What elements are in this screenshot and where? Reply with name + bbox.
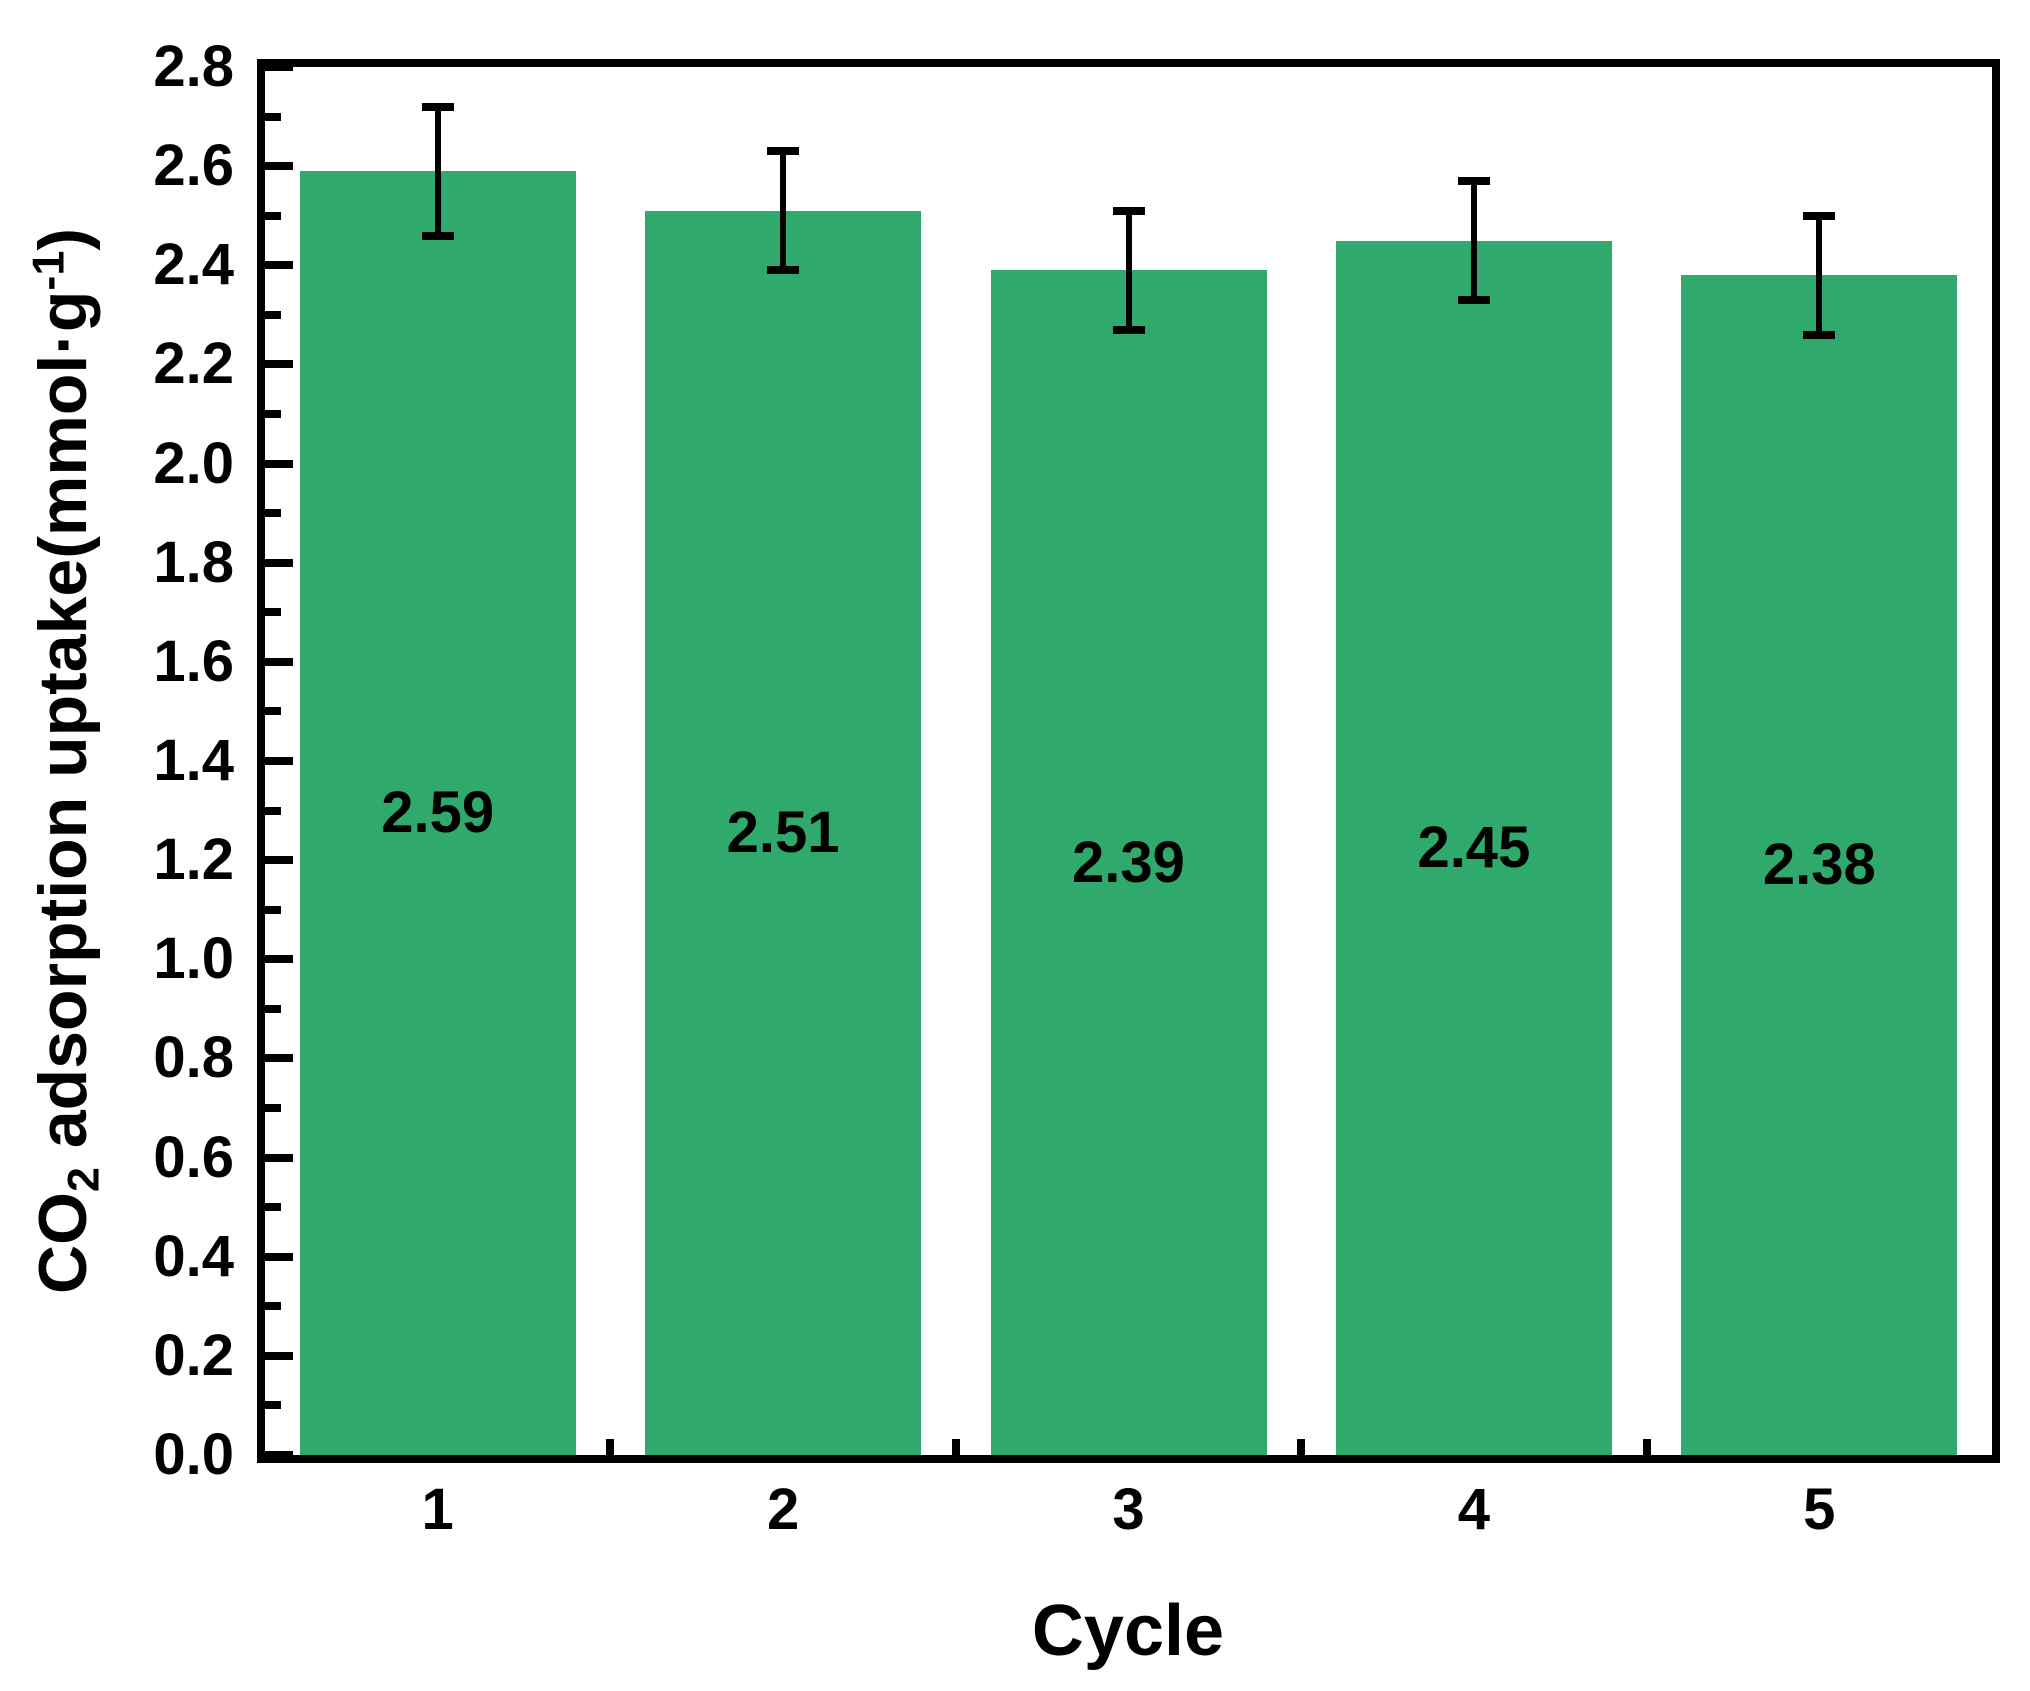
bar-value-label: 2.39	[1072, 829, 1185, 895]
y-tick-label: 0.0	[153, 1422, 234, 1487]
bar-value-label: 2.45	[1417, 814, 1531, 880]
y-minor-tick	[265, 410, 281, 418]
y-tick-label: 2.0	[153, 430, 234, 496]
x-minor-tick	[1297, 1439, 1306, 1455]
x-minor-tick	[951, 1439, 960, 1455]
y-major-tick	[265, 1054, 293, 1063]
y-minor-tick	[265, 707, 281, 716]
y-major-tick	[265, 757, 293, 765]
y-minor-tick	[265, 211, 281, 220]
y-tick-label: 0.8	[153, 1025, 234, 1091]
y-major-tick	[265, 63, 293, 71]
error-bar-cap-top	[1457, 177, 1490, 185]
y-minor-tick	[265, 608, 281, 617]
y-minor-tick	[265, 1203, 281, 1212]
y-tick-label: 0.6	[153, 1124, 234, 1190]
y-major-tick	[265, 955, 293, 964]
y-major-tick	[265, 1451, 293, 1459]
error-bar-line	[1816, 215, 1823, 335]
error-bar-cap-top	[1803, 211, 1836, 220]
y-tick-label: 2.8	[153, 34, 234, 99]
plot-area: 2.59 2.51 2.39 2.45 2.38	[257, 59, 2000, 1463]
y-minor-tick	[265, 1401, 281, 1410]
bar	[990, 270, 1267, 1455]
x-axis-label: Cycle	[1031, 1591, 1225, 1671]
error-bar-cap-top	[421, 102, 454, 111]
x-tick-label: 2	[766, 1477, 800, 1542]
y-minor-tick	[265, 112, 281, 121]
x-tick-label: 5	[1803, 1477, 1836, 1542]
bar-value-label: 2.38	[1762, 832, 1876, 898]
x-minor-tick	[606, 1439, 615, 1455]
bar	[1335, 240, 1612, 1455]
y-minor-tick	[265, 1104, 281, 1112]
y-tick-label: 2.4	[153, 232, 234, 298]
y-minor-tick	[265, 1004, 281, 1013]
x-tick-label: 1	[421, 1477, 454, 1542]
y-major-tick	[265, 162, 293, 171]
error-bar-cap-bottom	[767, 266, 800, 275]
bar-value-label: 2.59	[381, 780, 495, 846]
y-minor-tick	[265, 509, 281, 518]
x-minor-tick	[1642, 1439, 1651, 1455]
y-tick-label: 1.4	[153, 728, 234, 793]
error-bar-line	[1470, 181, 1477, 300]
y-major-tick	[265, 856, 293, 865]
bar	[299, 171, 576, 1455]
y-major-tick	[265, 459, 293, 468]
error-bar-cap-top	[767, 147, 800, 156]
error-bar-line	[434, 106, 441, 236]
error-bar-line	[1125, 210, 1132, 330]
y-tick-label: 0.2	[153, 1322, 234, 1388]
x-tick-label: 4	[1457, 1477, 1491, 1542]
y-minor-tick	[265, 1302, 281, 1311]
y-major-tick	[265, 1153, 293, 1162]
error-bar-cap-bottom	[1457, 295, 1490, 304]
y-tick-label: 1.8	[153, 529, 234, 595]
error-bar-line	[780, 151, 787, 271]
y-tick-label: 2.2	[153, 331, 234, 397]
bar	[1681, 275, 1958, 1455]
y-major-tick	[265, 1252, 293, 1261]
error-bar-cap-bottom	[1112, 325, 1145, 334]
x-tick-label: 3	[1112, 1477, 1145, 1542]
y-tick-label: 2.6	[153, 133, 234, 199]
error-bar-cap-bottom	[421, 231, 454, 240]
y-major-tick	[265, 558, 293, 567]
y-major-tick	[265, 261, 293, 270]
y-minor-tick	[265, 905, 281, 914]
y-major-tick	[265, 657, 293, 666]
y-minor-tick	[265, 310, 281, 319]
y-minor-tick	[265, 806, 281, 815]
y-tick-label: 1.2	[153, 827, 234, 893]
y-major-tick	[265, 360, 293, 369]
y-major-tick	[265, 1351, 293, 1360]
y-tick-label: 1.6	[153, 628, 234, 694]
y-tick-label: 0.4	[153, 1223, 234, 1289]
error-bar-cap-top	[1112, 206, 1145, 215]
error-bar-cap-bottom	[1803, 330, 1836, 339]
bar	[645, 210, 922, 1455]
bar-value-label: 2.51	[726, 799, 840, 865]
y-tick-label: 1.0	[153, 926, 234, 992]
